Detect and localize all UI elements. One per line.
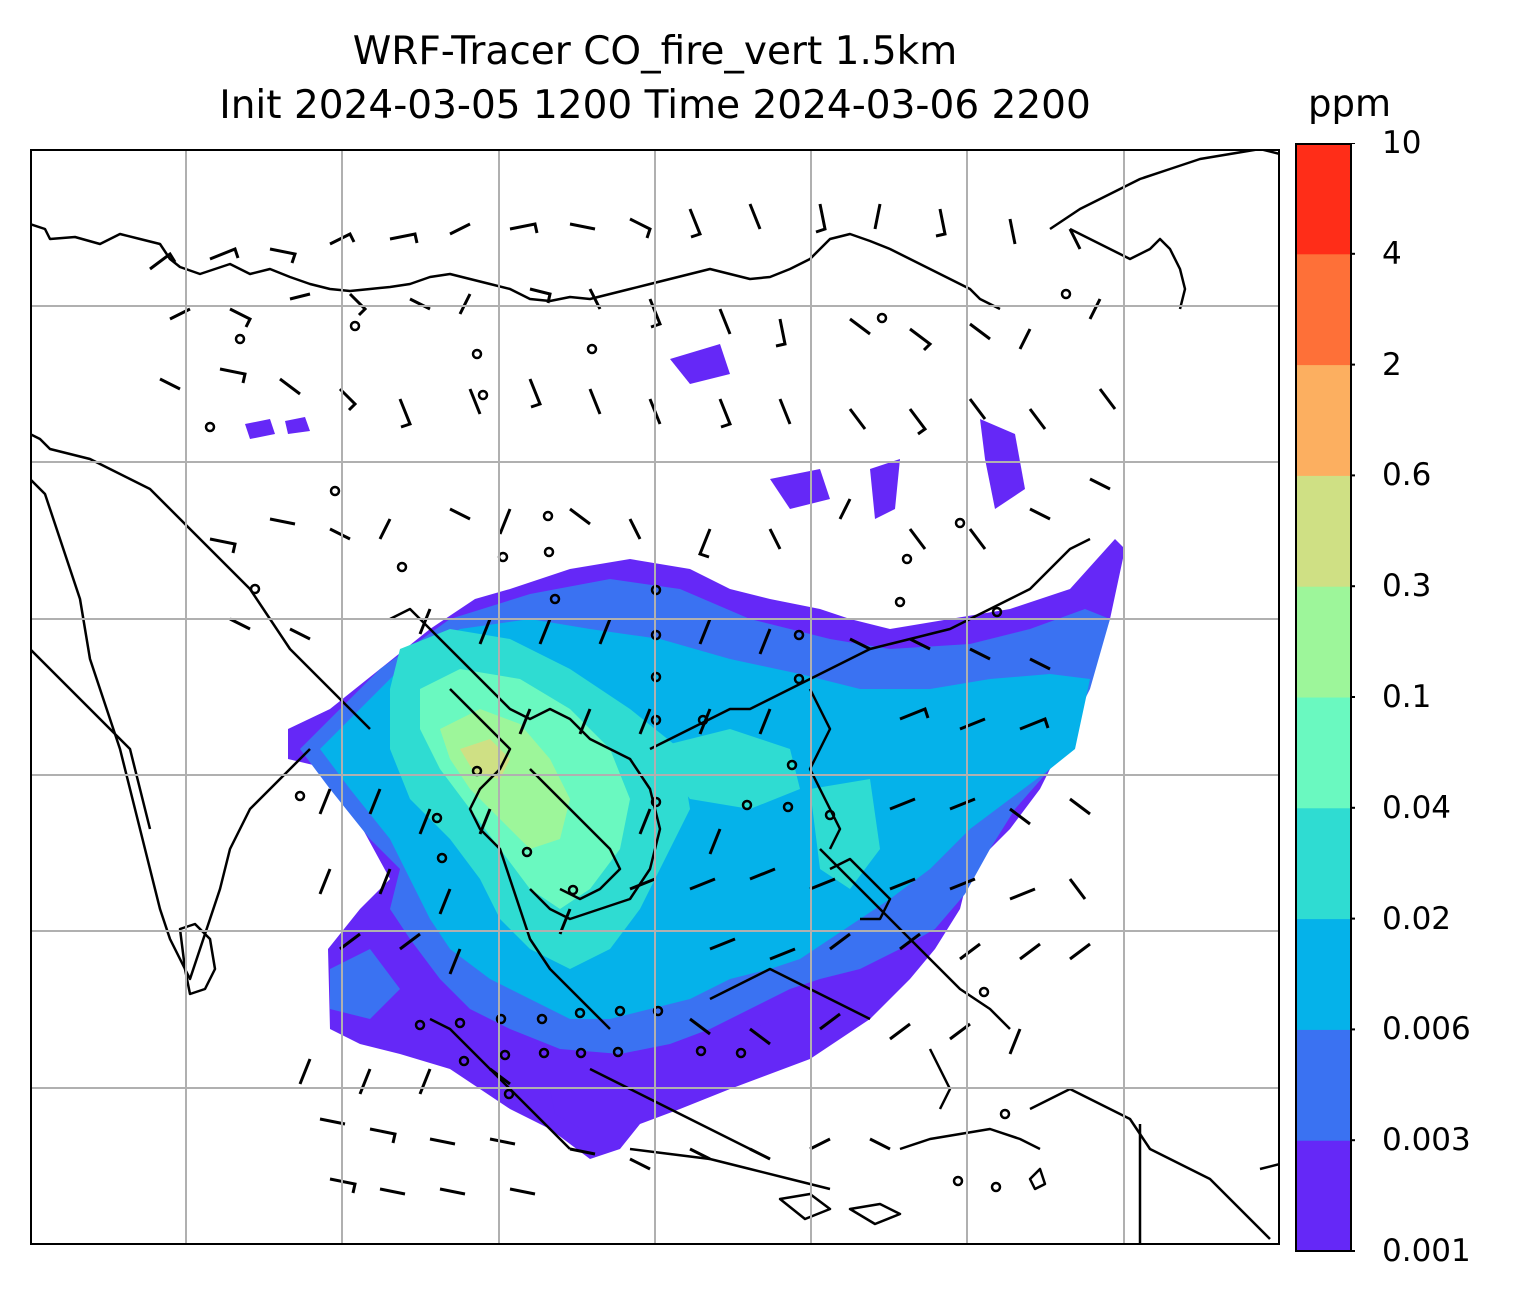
colorbar-tick-label: 4 [1382, 235, 1402, 272]
chart-title-line-2: Init 2024-03-05 1200 Time 2024-03-06 220… [219, 83, 1091, 128]
gridlines [30, 149, 1280, 1245]
colorbar-tick-label: 0.6 [1382, 457, 1432, 494]
colorbar-tick-label: 0.006 [1382, 1011, 1471, 1048]
colorbar-tick-label: 0.003 [1382, 1122, 1471, 1159]
chart-title-line-1: WRF-Tracer CO_fire_vert 1.5km [352, 29, 958, 74]
colorbar-tick-label: 0.001 [1382, 1233, 1471, 1269]
colorbar-tick-label: 0.02 [1382, 900, 1452, 937]
colorbar-tick-label: 0.04 [1382, 789, 1452, 826]
colorbar-tick-label: 10 [1382, 125, 1422, 161]
colorbar-tick-label: 2 [1382, 346, 1402, 383]
colorbar-segment [1296, 143, 1351, 255]
colorbar-unit: ppm [1308, 82, 1392, 125]
colorbar-segment [1296, 586, 1351, 698]
map-panel [30, 149, 1280, 1245]
colorbar-segment [1296, 697, 1351, 809]
tracer-level-lightgreen [440, 709, 570, 849]
colorbar-segment [1296, 918, 1351, 1030]
colorbar-tick-label: 0.3 [1382, 568, 1432, 605]
colorbar-tick-label: 0.1 [1382, 679, 1432, 715]
colorbar-segment [1296, 475, 1351, 587]
map-border [30, 149, 1280, 1245]
colorbar-segment [1296, 1140, 1351, 1252]
colorbar-segment [1296, 807, 1351, 920]
wind-barbs [149, 203, 1117, 1196]
colorbar-segment [1296, 364, 1351, 476]
colorbar-segment [1296, 1029, 1351, 1141]
colorbar-segment [1296, 253, 1351, 366]
colorbar [1295, 143, 1355, 1252]
